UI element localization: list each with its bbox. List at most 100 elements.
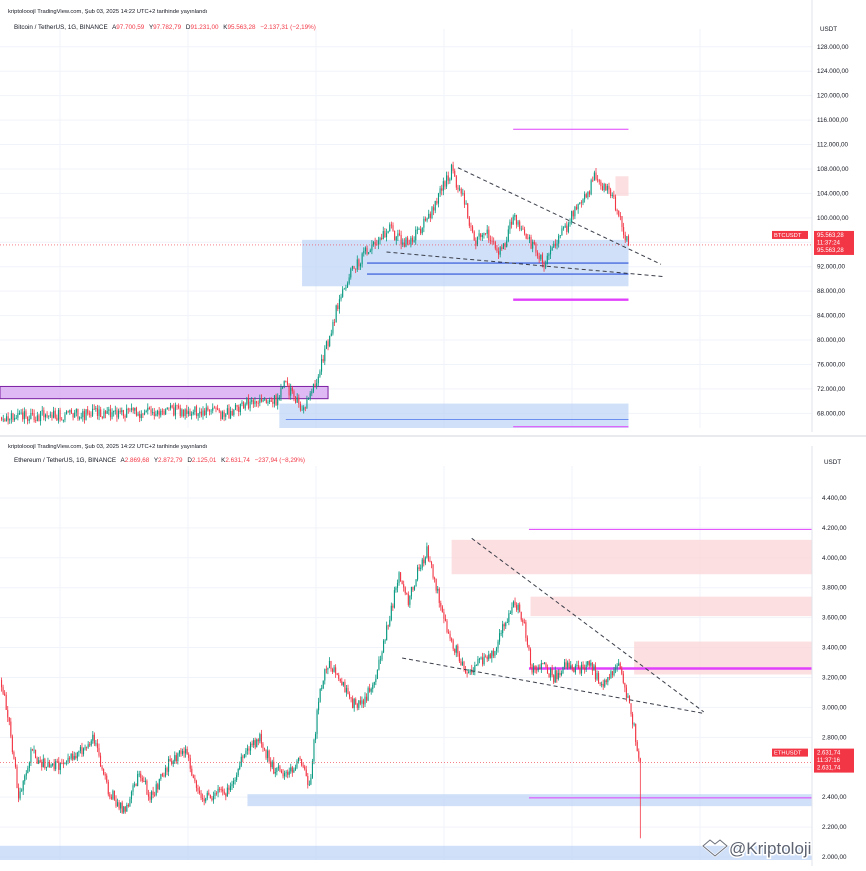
candle-body — [545, 662, 547, 668]
candle-body — [424, 218, 427, 221]
candle-body — [247, 398, 250, 409]
candle-body — [372, 242, 375, 245]
candle-body — [290, 767, 292, 772]
candle-body — [95, 408, 97, 410]
candle-body — [543, 662, 545, 664]
candle-body — [412, 586, 414, 590]
candle-body — [82, 411, 84, 418]
candle-body — [459, 188, 461, 190]
y-tick-label: 84.000,00 — [817, 313, 846, 320]
candle-body — [509, 613, 511, 614]
y-tick-label: 4.000,00 — [822, 555, 847, 562]
candle-body — [267, 401, 269, 403]
candle-body — [285, 381, 287, 382]
candle-body — [460, 188, 462, 194]
candle-body — [75, 409, 77, 413]
candle-body — [134, 407, 136, 411]
candle-body — [178, 405, 180, 408]
candle-body — [556, 670, 558, 680]
candle-body — [558, 235, 560, 244]
candle-body — [223, 411, 225, 417]
candle-body — [509, 221, 511, 230]
candle-body — [163, 775, 165, 777]
candle-body — [427, 546, 429, 561]
candle-body — [482, 657, 484, 665]
candle-body — [383, 640, 385, 653]
candle-body — [198, 790, 201, 793]
candle-body — [234, 779, 236, 782]
candle-body — [607, 677, 609, 683]
candle-body — [616, 209, 618, 211]
candle-body — [38, 415, 40, 422]
candle-body — [313, 739, 315, 762]
candle-body — [417, 567, 419, 580]
candle-body — [409, 596, 411, 605]
candle-body — [11, 736, 13, 753]
candle-body — [440, 602, 442, 607]
y-tick-label: 68.000,00 — [817, 410, 846, 417]
candle-body — [579, 668, 581, 674]
candle-body — [48, 415, 50, 417]
candle-body — [429, 213, 431, 218]
candle-body — [9, 419, 11, 421]
candle-body — [273, 395, 276, 404]
candle-body — [384, 640, 386, 642]
candle-body — [122, 410, 124, 416]
candle-body — [48, 762, 51, 768]
candle-body — [291, 387, 293, 392]
candle-body — [257, 739, 259, 742]
candle-body — [36, 415, 38, 421]
candle-body — [582, 199, 584, 204]
candle-body — [516, 605, 518, 610]
candle-body — [105, 411, 107, 414]
price-badge-text: 11:37:16 — [817, 758, 841, 764]
candle-body — [574, 665, 576, 673]
candle-body — [580, 202, 582, 204]
candle-body — [186, 748, 188, 755]
candle-body — [210, 410, 212, 412]
symbol-badge-text: BTCUSDT — [774, 233, 802, 239]
candle-body — [21, 790, 23, 792]
candle-body — [54, 410, 56, 418]
candle-body — [213, 407, 215, 409]
candle-body — [457, 645, 459, 654]
candle-body — [96, 408, 98, 416]
candle-body — [524, 229, 526, 234]
candle-body — [567, 662, 569, 668]
candle-body — [437, 588, 439, 591]
trend-line — [402, 657, 704, 714]
candle-body — [288, 384, 290, 396]
candle-body — [465, 203, 467, 205]
candle-body — [252, 400, 254, 405]
candle-body — [307, 776, 309, 785]
candle-body — [538, 255, 540, 260]
candle-body — [576, 665, 578, 666]
candle-body — [143, 412, 146, 415]
candle-body — [395, 587, 397, 591]
candle-body — [426, 546, 428, 558]
candle-body — [361, 253, 363, 265]
candle-body — [363, 251, 365, 254]
candle-body — [118, 410, 120, 418]
candle-body — [187, 411, 189, 414]
candle-body — [157, 784, 159, 790]
candle-body — [475, 664, 477, 666]
y-tick-label: 4.400,00 — [822, 495, 847, 502]
candle-body — [288, 771, 290, 775]
candle-body — [304, 407, 306, 409]
candle-body — [286, 381, 288, 385]
candle-body — [299, 757, 301, 760]
candle-body — [542, 663, 544, 664]
candle-body — [2, 419, 4, 421]
candle-body — [565, 662, 567, 668]
candle-body — [639, 758, 641, 763]
candle-body — [10, 721, 12, 737]
candle-body — [301, 759, 303, 766]
y-tick-label: 2.400,00 — [822, 794, 847, 801]
candle-body — [158, 410, 160, 416]
candle-body — [73, 755, 75, 760]
candle-body — [410, 586, 412, 597]
candle-body — [592, 180, 594, 182]
